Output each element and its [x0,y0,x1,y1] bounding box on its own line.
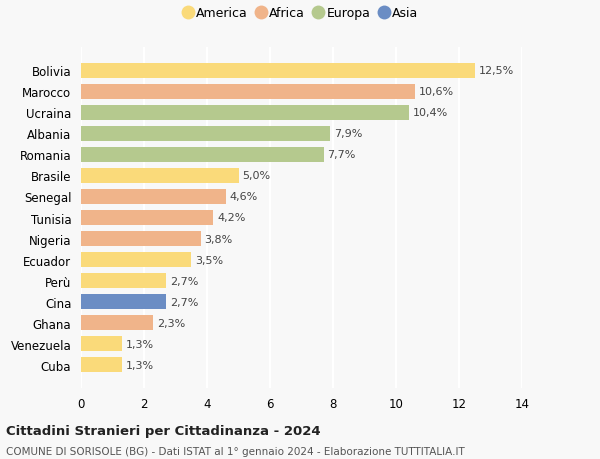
Text: 12,5%: 12,5% [479,66,514,76]
Bar [81,231,200,246]
Text: 2,3%: 2,3% [157,318,185,328]
Bar [81,147,323,162]
Bar [81,252,191,268]
Legend: America, Africa, Europa, Asia: America, Africa, Europa, Asia [185,7,418,20]
Bar [81,106,409,121]
Bar [81,84,415,100]
Text: Cittadini Stranieri per Cittadinanza - 2024: Cittadini Stranieri per Cittadinanza - 2… [6,424,320,437]
Text: 10,4%: 10,4% [412,108,448,118]
Bar [81,190,226,205]
Bar [81,336,122,352]
Text: 7,7%: 7,7% [328,150,356,160]
Text: 4,6%: 4,6% [230,192,258,202]
Text: 3,8%: 3,8% [205,234,233,244]
Bar [81,315,154,330]
Text: 4,2%: 4,2% [217,213,245,223]
Text: COMUNE DI SORISOLE (BG) - Dati ISTAT al 1° gennaio 2024 - Elaborazione TUTTITALI: COMUNE DI SORISOLE (BG) - Dati ISTAT al … [6,447,465,456]
Bar [81,211,214,225]
Text: 10,6%: 10,6% [419,87,454,97]
Bar [81,168,239,184]
Text: 2,7%: 2,7% [170,297,198,307]
Bar [81,274,166,289]
Text: 2,7%: 2,7% [170,276,198,286]
Text: 1,3%: 1,3% [126,360,154,370]
Text: 5,0%: 5,0% [242,171,271,181]
Bar [81,357,122,372]
Bar [81,294,166,309]
Text: 3,5%: 3,5% [195,255,223,265]
Bar [81,127,330,142]
Text: 1,3%: 1,3% [126,339,154,349]
Text: 7,9%: 7,9% [334,129,362,139]
Bar [81,64,475,79]
